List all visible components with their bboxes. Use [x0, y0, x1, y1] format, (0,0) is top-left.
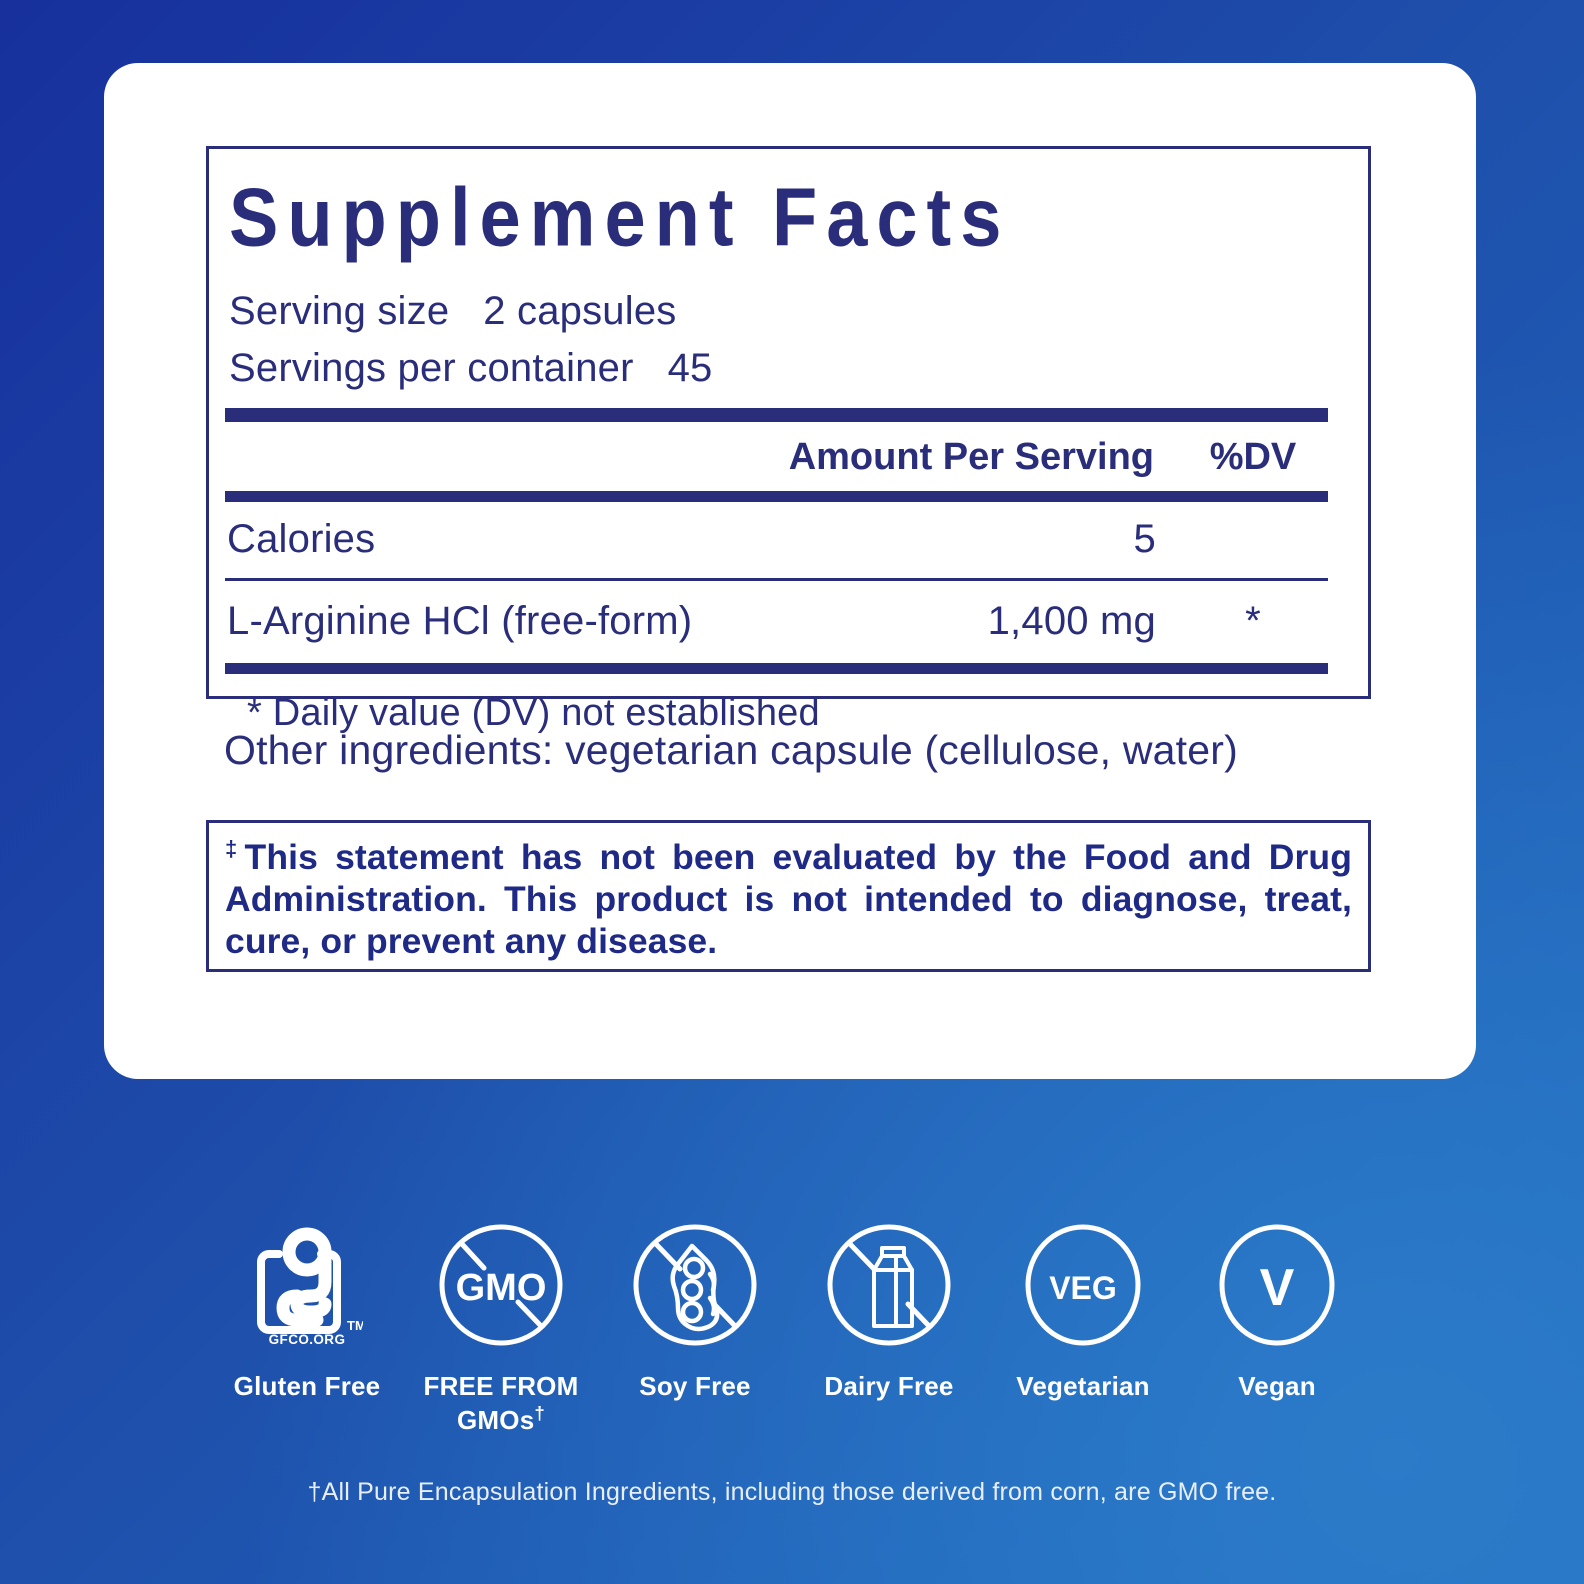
svg-text:GMO: GMO	[456, 1267, 547, 1309]
row-dv-l-arginine: *	[1245, 599, 1261, 644]
no-soy-icon	[630, 1222, 760, 1348]
certification-badges-row: TM GFCO.ORG Gluten Free GMO FREE FROM GM…	[0, 1222, 1584, 1438]
fda-disclaimer-text: ‡This statement has not been evaluated b…	[225, 837, 1352, 963]
table-row: Calories 5	[209, 502, 1368, 578]
no-gmo-icon: GMO	[436, 1222, 566, 1348]
row-name-calories: Calories	[227, 517, 376, 562]
supplement-facts-title: Supplement Facts	[229, 170, 1011, 264]
servings-per-container-value: 45	[667, 345, 713, 390]
servings-per-container-label: Servings per container	[229, 345, 634, 390]
badge-label-free-from-gmos: FREE FROM GMOs†	[424, 1370, 579, 1438]
serving-info: Serving size 2 capsules Servings per con…	[209, 247, 1368, 397]
badge-label-vegetarian: Vegetarian	[1016, 1371, 1150, 1401]
row-amount-l-arginine: 1,400 mg	[987, 599, 1156, 644]
row-amount-calories: 5	[1133, 517, 1156, 562]
rule-above-headers	[225, 407, 1328, 422]
badge-label-gluten-free: Gluten Free	[233, 1371, 381, 1401]
rule-between-rows	[225, 577, 1328, 581]
vegetarian-icon: VEG	[1018, 1222, 1148, 1348]
serving-size-label: Serving size	[229, 289, 450, 333]
disclaimer-body: This statement has not been evaluated by…	[225, 837, 1352, 961]
badge-gluten-free: TM GFCO.ORG Gluten Free	[210, 1222, 404, 1404]
header-percent-dv: %DV	[1209, 435, 1297, 478]
svg-text:VEG: VEG	[1049, 1270, 1117, 1306]
badge-label-dairy-free: Dairy Free	[824, 1371, 954, 1401]
supplement-facts-panel: Supplement Facts Serving size 2 capsules…	[206, 146, 1371, 734]
badge-dairy-free: Dairy Free	[792, 1222, 986, 1404]
row-name-l-arginine: L-Arginine HCl (free-form)	[227, 599, 693, 644]
gmo-footnote: †All Pure Encapsulation Ingredients, inc…	[307, 1478, 1277, 1506]
no-dairy-icon	[824, 1222, 954, 1348]
serving-size-value: 2 capsules	[483, 289, 677, 333]
fda-disclaimer-box: ‡This statement has not been evaluated b…	[206, 820, 1371, 972]
rule-below-headers	[225, 490, 1328, 502]
gfco-gluten-free-logo-icon: TM GFCO.ORG	[251, 1222, 363, 1348]
servings-per-container-line: Servings per container 45	[229, 340, 1368, 397]
badge-vegetarian: VEG Vegetarian	[986, 1222, 1180, 1404]
rule-below-table	[225, 662, 1328, 674]
supplement-label-card: Supplement Facts Serving size 2 capsules…	[104, 63, 1476, 1079]
badge-label-soy-free: Soy Free	[639, 1371, 751, 1401]
svg-text:TM: TM	[347, 1318, 363, 1333]
serving-size-line: Serving size 2 capsules	[229, 283, 1368, 340]
svg-text:GFCO.ORG: GFCO.ORG	[269, 1332, 346, 1346]
disclaimer-dagger-symbol: ‡	[225, 836, 245, 862]
badge-label-line1: FREE FROM	[423, 1371, 579, 1401]
vegan-icon: V	[1212, 1222, 1342, 1348]
badge-free-from-gmos: GMO FREE FROM GMOs†	[404, 1222, 598, 1438]
badge-vegan: V Vegan	[1180, 1222, 1374, 1404]
header-amount-per-serving: Amount Per Serving	[788, 435, 1154, 478]
other-ingredients-text: Other ingredients: vegetarian capsule (c…	[224, 727, 1238, 773]
daily-value-footnote: * Daily value (DV) not established	[247, 691, 820, 734]
badge-soy-free: Soy Free	[598, 1222, 792, 1404]
badge-dagger-symbol: †	[534, 1402, 545, 1424]
svg-text:V: V	[1260, 1259, 1295, 1317]
table-row: L-Arginine HCl (free-form) 1,400 mg *	[209, 581, 1368, 663]
table-column-headers: Amount Per Serving %DV	[209, 422, 1368, 491]
badge-label-line2: GMOs	[457, 1404, 535, 1435]
badge-label-vegan: Vegan	[1238, 1371, 1316, 1401]
